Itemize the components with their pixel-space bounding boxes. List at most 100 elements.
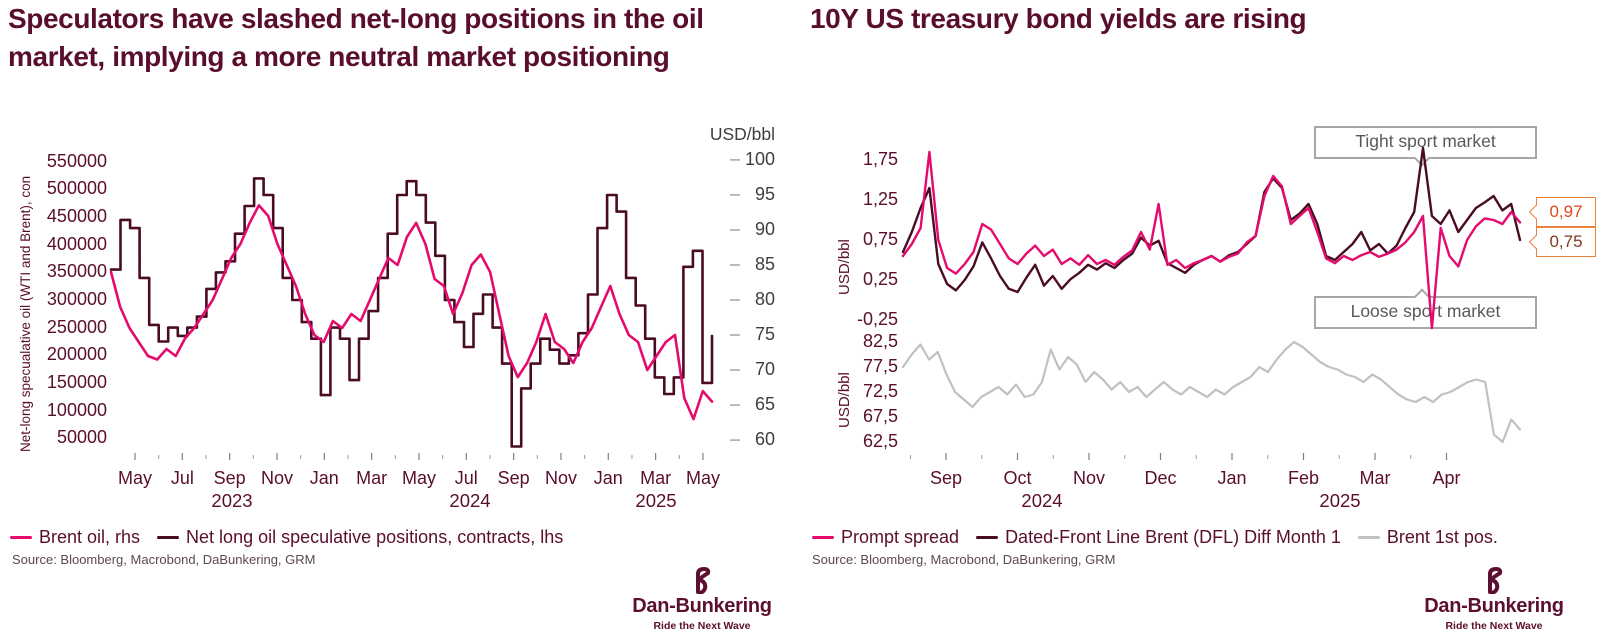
y-tick-label: 77,5 bbox=[862, 356, 898, 376]
x-tick-label: May bbox=[117, 468, 153, 488]
end-value-callout-dfl: 0,75 bbox=[1528, 227, 1596, 257]
legend-swatch bbox=[157, 535, 180, 540]
series-brent-oil-rhs bbox=[109, 204, 714, 421]
x-tick-label: Sep bbox=[213, 468, 246, 488]
legend-label: Brent oil, rhs bbox=[39, 527, 141, 547]
y-tick-label: 150000 bbox=[46, 371, 107, 392]
tight-market-annotation: Tight sport market bbox=[1314, 126, 1537, 167]
x-tick-label: Nov bbox=[544, 468, 577, 488]
y-tick-label: 67,5 bbox=[862, 406, 898, 426]
y-tick-label: 100000 bbox=[46, 399, 107, 420]
x-year-label: 2023 bbox=[211, 490, 253, 511]
x-tick-label: Mar bbox=[356, 468, 388, 488]
callout-notch bbox=[1528, 204, 1544, 220]
loose-market-label: Loose sport market bbox=[1350, 301, 1501, 321]
logo-tagline: Ride the Next Wave bbox=[653, 620, 751, 630]
y-tick-label: 90 bbox=[754, 218, 775, 239]
y-tick-label: 62,5 bbox=[862, 431, 898, 451]
y-tick-label: 550000 bbox=[46, 150, 107, 171]
y-tick-label: -0,25 bbox=[856, 309, 898, 329]
end-value-callout-prompt-spread: 0,97 bbox=[1528, 197, 1596, 227]
x-tick-label: Jan bbox=[309, 468, 339, 488]
x-year-label: 2025 bbox=[635, 490, 677, 511]
callout-notch bbox=[1528, 234, 1544, 250]
logo-tagline: Ride the Next Wave bbox=[1445, 620, 1543, 630]
right-chart-title: 10Y US treasury bond yields are rising bbox=[810, 3, 1307, 34]
x-tick-label: May bbox=[685, 468, 720, 488]
x-tick-label: Jan bbox=[1217, 468, 1247, 488]
legend-swatch bbox=[1357, 535, 1380, 540]
y-tick-label: 1,25 bbox=[862, 189, 898, 209]
y-tick-label: 250000 bbox=[46, 316, 107, 337]
dan-bunkering-logo: Dan-Bunkering Ride the Next Wave bbox=[1404, 566, 1584, 630]
right-source-text: Source: Bloomberg, Macrobond, DaBunkerin… bbox=[812, 552, 1116, 567]
logo-name: Dan-Bunkering bbox=[632, 595, 772, 617]
x-tick-label: Jul bbox=[454, 468, 478, 488]
legend-label: Dated-Front Line Brent (DFL) Diff Month … bbox=[1005, 527, 1341, 547]
y-tick-label: 300000 bbox=[46, 289, 107, 309]
x-tick-label: Sep bbox=[497, 468, 530, 488]
legend-item: Dated-Front Line Brent (DFL) Diff Month … bbox=[976, 527, 1341, 548]
x-year-label: 2024 bbox=[449, 490, 491, 511]
dan-bunkering-anchor-icon bbox=[696, 566, 711, 594]
x-tick-label: Feb bbox=[1287, 468, 1320, 488]
dan-bunkering-anchor-icon bbox=[1488, 566, 1503, 594]
x-year-label: 2024 bbox=[1021, 490, 1063, 511]
legend-label: Net long oil speculative positions, cont… bbox=[186, 527, 564, 547]
y-tick-label: 1,75 bbox=[862, 149, 898, 169]
x-tick-label: Sep bbox=[929, 468, 963, 488]
y-tick-label: 85 bbox=[754, 253, 775, 274]
y-tick-label: 80 bbox=[754, 289, 775, 309]
y-tick-label: 100 bbox=[744, 148, 775, 169]
legend-label: Brent 1st pos. bbox=[1386, 527, 1498, 547]
logo-name: Dan-Bunkering bbox=[1424, 595, 1564, 617]
loose-market-annotation: Loose sport market bbox=[1314, 288, 1537, 329]
y-tick-label: 450000 bbox=[46, 206, 107, 227]
left-chart-title: Speculators have slashed net-long positi… bbox=[8, 3, 704, 72]
y-tick-label: 200000 bbox=[46, 344, 107, 365]
legend-swatch bbox=[10, 535, 32, 540]
legend-swatch bbox=[976, 535, 999, 540]
legend-item: Brent 1st pos. bbox=[1357, 527, 1498, 548]
left-right-axis-header: USD/bbl bbox=[709, 124, 775, 144]
tight-market-label: Tight sport market bbox=[1355, 131, 1496, 151]
end-value-text: 0,97 bbox=[1549, 202, 1583, 221]
y-tick-label: 50000 bbox=[56, 427, 107, 448]
x-tick-label: Dec bbox=[1144, 468, 1177, 488]
y-tick-label: 350000 bbox=[46, 261, 107, 282]
y-tick-label: 0,75 bbox=[862, 229, 898, 249]
dan-bunkering-logo: Dan-Bunkering Ride the Next Wave bbox=[612, 566, 792, 630]
right-chart-legend: Prompt spread Dated-Front Line Brent (DFL… bbox=[812, 527, 1498, 548]
x-tick-label: Jul bbox=[170, 468, 194, 488]
y-tick-label: 60 bbox=[754, 429, 775, 450]
x-tick-label: Mar bbox=[640, 468, 672, 488]
legend-item: Net long oil speculative positions, cont… bbox=[157, 527, 563, 548]
series-brent-1st-pos bbox=[901, 340, 1522, 444]
legend-label: Prompt spread bbox=[841, 527, 960, 547]
y-tick-label: 95 bbox=[754, 183, 775, 204]
x-tick-label: Nov bbox=[260, 468, 293, 488]
series-net-long-oil-speculative-positions-contracts-lhs bbox=[109, 177, 714, 448]
series-dated-front-line-brent-dfl-diff-month-1 bbox=[901, 146, 1522, 294]
x-tick-label: Mar bbox=[1359, 468, 1391, 488]
y-tick-label: 70 bbox=[754, 359, 775, 380]
legend-swatch bbox=[812, 535, 834, 540]
y-tick-label: 500000 bbox=[46, 178, 107, 199]
x-tick-label: Nov bbox=[1072, 468, 1106, 488]
x-year-label: 2025 bbox=[1319, 490, 1361, 511]
x-tick-label: May bbox=[401, 468, 436, 488]
y-tick-label: 72,5 bbox=[862, 381, 898, 401]
y-tick-label: 75 bbox=[754, 324, 775, 345]
y-tick-label: 400000 bbox=[46, 233, 107, 254]
y-tick-label: 65 bbox=[754, 394, 775, 415]
x-tick-label: Jan bbox=[593, 468, 623, 488]
legend-item: Prompt spread bbox=[812, 527, 959, 548]
y-tick-label: 0,25 bbox=[862, 269, 898, 289]
left-chart-legend: Brent oil, rhs Net long oil speculative p… bbox=[10, 527, 563, 548]
end-value-text: 0,75 bbox=[1549, 232, 1583, 251]
x-tick-label: Apr bbox=[1432, 468, 1461, 488]
y-tick-label: 82,5 bbox=[862, 331, 898, 351]
annotation-notch bbox=[1413, 149, 1431, 167]
left-source-text: Source: Bloomberg, Macrobond, DaBunkerin… bbox=[12, 552, 316, 567]
